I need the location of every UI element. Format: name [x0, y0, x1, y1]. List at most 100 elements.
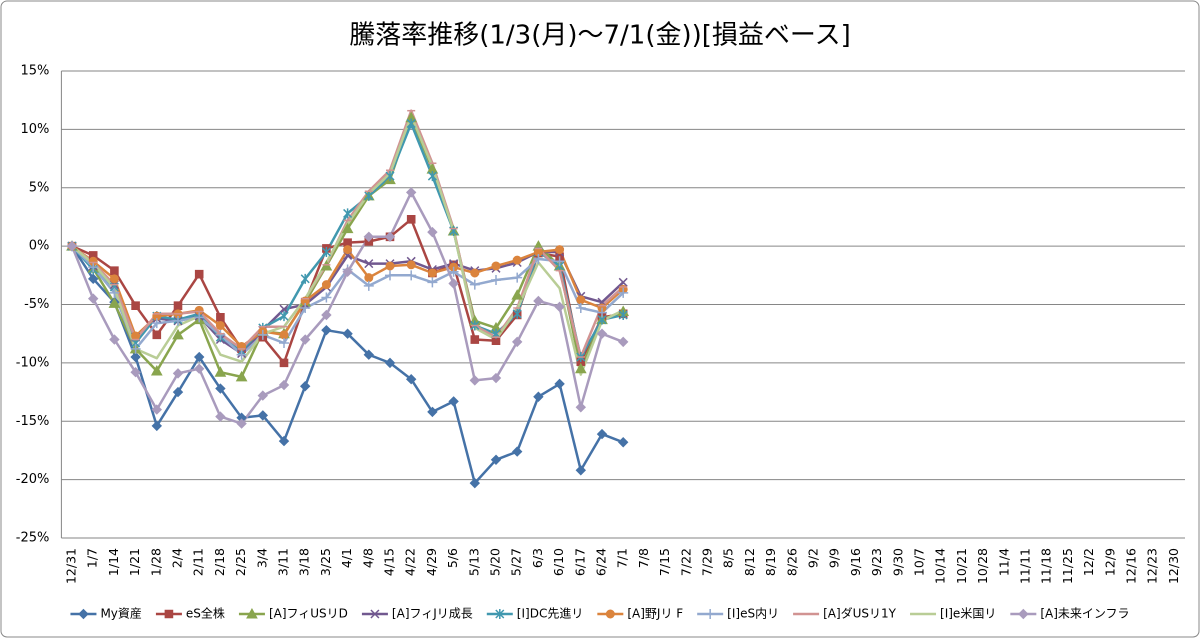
- marker: [470, 335, 480, 344]
- x-tick-label: 9/30: [890, 548, 905, 576]
- marker: [533, 253, 544, 264]
- marker: [427, 406, 438, 418]
- marker: [605, 609, 615, 619]
- marker: [110, 266, 119, 275]
- marker: [427, 226, 438, 238]
- x-tick-label: 3/25: [318, 548, 333, 576]
- x-tick-label: 1/21: [127, 548, 142, 576]
- marker: [406, 214, 416, 224]
- marker: [321, 324, 332, 336]
- marker: [364, 259, 374, 269]
- marker: [406, 270, 417, 281]
- marker: [321, 292, 332, 303]
- marker: [194, 305, 204, 315]
- marker: [300, 273, 310, 284]
- x-tick-label: 4/8: [360, 548, 375, 568]
- marker: [164, 609, 174, 619]
- legend-label: My資産: [100, 606, 141, 621]
- x-tick-label: 7/22: [678, 548, 693, 576]
- legend-label: [I]e米国リ: [940, 607, 996, 621]
- x-tick-label: 5/20: [488, 548, 503, 576]
- marker: [108, 297, 121, 308]
- marker: [512, 272, 523, 283]
- marker: [490, 372, 502, 384]
- marker: [342, 266, 353, 278]
- marker: [66, 240, 78, 252]
- legend-label: [A]フィJリ成長: [392, 607, 473, 621]
- x-tick-label: 5/6: [445, 548, 460, 568]
- marker: [469, 279, 480, 290]
- x-tick-label: 9/9: [827, 548, 842, 568]
- marker: [575, 303, 586, 314]
- marker: [596, 428, 608, 440]
- marker: [278, 379, 290, 391]
- marker: [194, 312, 205, 323]
- marker: [385, 171, 395, 182]
- marker: [172, 328, 184, 340]
- marker: [78, 608, 89, 620]
- x-tick-label: 1/14: [106, 548, 121, 576]
- x-tick-label: 3/4: [254, 548, 269, 568]
- marker: [194, 269, 204, 279]
- marker: [216, 313, 225, 322]
- marker: [343, 245, 353, 255]
- marker: [491, 274, 501, 285]
- marker: [130, 367, 141, 378]
- marker: [130, 343, 141, 354]
- marker: [448, 266, 459, 277]
- marker: [576, 295, 586, 305]
- marker: [172, 368, 184, 379]
- y-tick-label: -15%: [16, 414, 50, 429]
- legend-label: [A]未来インフラ: [1040, 607, 1129, 621]
- marker: [469, 375, 481, 386]
- x-tick-label: 3/11: [276, 548, 291, 576]
- marker: [427, 171, 437, 182]
- marker: [246, 607, 258, 619]
- marker: [597, 307, 607, 318]
- marker: [705, 609, 716, 619]
- marker: [236, 418, 247, 429]
- y-tick-label: 0%: [29, 239, 50, 254]
- x-tick-label: 2/4: [170, 548, 185, 568]
- legend-label: [I]DC先進リ: [517, 607, 584, 621]
- x-tick-label: 2/25: [233, 548, 248, 576]
- x-tick-label: 7/1: [615, 548, 630, 568]
- legend-label: [A]ダUSリ1Y: [823, 606, 897, 621]
- marker: [363, 280, 374, 291]
- marker: [88, 262, 99, 273]
- x-tick-label: 10/14: [933, 548, 948, 584]
- legend-label: [A]野Jリ F: [627, 607, 683, 621]
- marker: [321, 309, 332, 321]
- x-tick-label: 6/24: [594, 548, 609, 576]
- marker: [172, 386, 184, 398]
- marker: [109, 334, 120, 345]
- marker: [406, 118, 416, 129]
- x-tick-label: 12/16: [1124, 548, 1139, 584]
- marker: [299, 334, 311, 345]
- marker: [596, 328, 608, 339]
- marker: [384, 357, 396, 369]
- marker: [384, 231, 396, 242]
- x-tick-label: 1/28: [148, 548, 163, 576]
- marker: [385, 270, 395, 281]
- x-tick-label: 4/22: [403, 548, 418, 576]
- legend-label: [I]eS内リ: [727, 607, 779, 621]
- marker: [193, 351, 205, 363]
- marker: [279, 338, 289, 349]
- x-tick-label: 12/31: [64, 548, 79, 584]
- marker: [511, 336, 523, 348]
- x-tick-label: 4/1: [339, 548, 354, 568]
- marker: [512, 255, 522, 265]
- marker: [533, 295, 544, 307]
- y-tick-label: -20%: [16, 472, 50, 487]
- marker: [87, 273, 99, 285]
- y-tick-label: -10%: [16, 355, 50, 370]
- x-tick-label: 8/19: [763, 548, 778, 576]
- marker: [554, 256, 565, 267]
- marker: [427, 268, 437, 278]
- marker: [215, 321, 225, 331]
- legend: My資産 eS全株 [A]フィUSリD [A]フィJリ成長 [I]DC先進リ [A]野Jリ…: [70, 606, 1130, 621]
- x-tick-label: 10/28: [975, 548, 990, 584]
- x-tick-label: 11/18: [1039, 548, 1054, 584]
